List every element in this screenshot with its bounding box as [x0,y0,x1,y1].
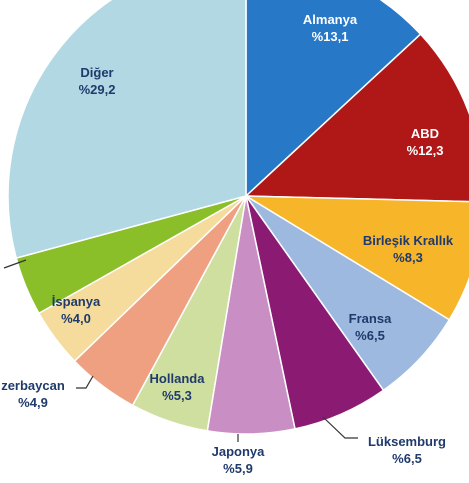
leader-line-azerbaycan [76,375,94,389]
slice-name: Diğer [80,65,113,80]
slice-name: Fransa [349,311,392,326]
pie-slice-almanya [245,0,422,198]
slice-percent: %4,9 [18,395,48,410]
slice-label-abd: ABD %12,3 [407,126,444,158]
slice-label-diger: Diğer %29,2 [79,65,116,97]
slice-percent: %4,0 [61,311,91,326]
slice-percent: %5,3 [162,388,192,403]
slice-name: zerbaycan [1,378,65,393]
slice-label-ispanya: İspanya %4,0 [52,294,101,326]
slice-percent: %12,3 [407,143,444,158]
slice-percent: %13,1 [312,29,349,44]
slice-label-almanya: Almanya %13,1 [303,12,358,44]
slice-name: İspanya [52,294,101,309]
slice-label-birlesik-krallik: Birleşik Krallık %8,3 [363,233,454,265]
leader-line-luksemburg [322,416,358,439]
slice-name: ABD [411,126,439,141]
pie-slice-diger [7,0,247,259]
slice-percent: %6,5 [355,328,385,343]
slice-name: Japonya [212,444,266,459]
pie-slice-birlesik-krallik [243,195,469,321]
slice-label-hollanda: Hollanda %5,3 [150,371,206,403]
slice-label-zerbaycan: zerbaycan %4,9 [1,378,65,410]
slice-label-luksemburg: Lüksemburg %6,5 [368,434,446,466]
slice-label-fransa: Fransa %6,5 [349,311,392,343]
slice-label-japonya: Japonya %5,9 [212,444,266,476]
slice-percent: %8,3 [393,250,423,265]
slice-name: Birleşik Krallık [363,233,454,248]
slice-name: Hollanda [150,371,206,386]
slice-percent: %29,2 [79,82,116,97]
slice-name: Lüksemburg [368,434,446,449]
slice-percent: %6,5 [392,451,422,466]
slice-percent: %5,9 [223,461,253,476]
slice-name: Almanya [303,12,358,27]
leader-line-unlabeled [3,259,27,269]
